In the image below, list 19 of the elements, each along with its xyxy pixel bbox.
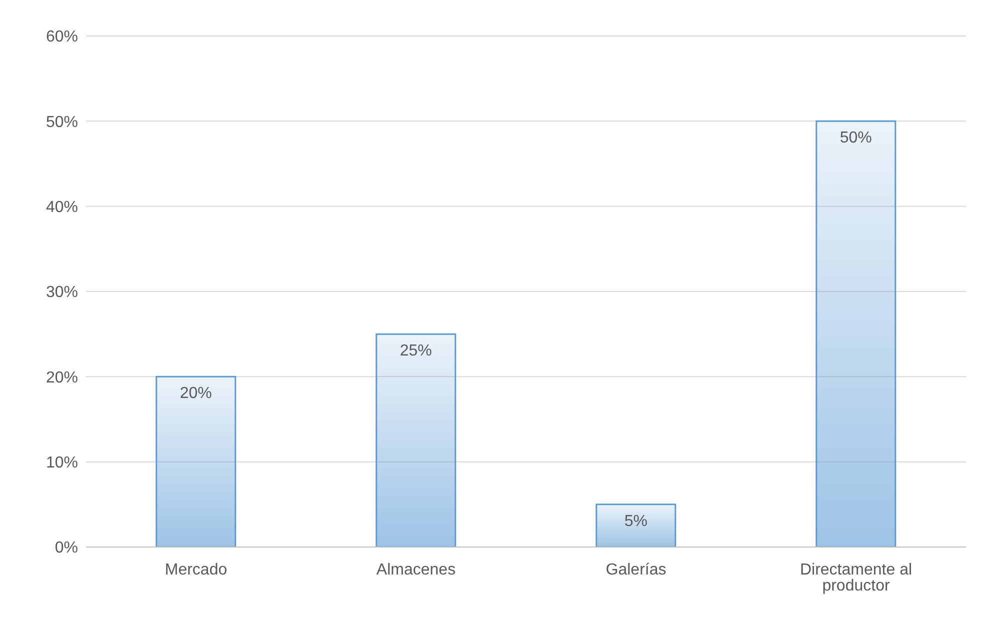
y-tick-label: 40% (46, 199, 78, 216)
y-tick-label: 10% (46, 454, 78, 472)
bar (156, 376, 236, 547)
bar (816, 120, 896, 547)
data-label: 25% (400, 342, 432, 360)
y-tick-label: 30% (46, 284, 78, 302)
y-tick-label: 50% (46, 114, 78, 131)
data-label: 50% (840, 130, 872, 147)
x-tick-label: Mercado (164, 561, 228, 578)
y-tick-label: 60% (46, 28, 78, 46)
x-tick-label: Galerías (606, 561, 666, 578)
data-label: 5% (624, 512, 648, 530)
y-tick-label: 20% (46, 369, 78, 386)
x-tick-label: Almacenes (376, 561, 456, 578)
bar (596, 504, 676, 547)
bar (376, 333, 456, 547)
y-tick-label: 0% (54, 540, 78, 557)
data-label: 20% (180, 385, 212, 402)
x-tick-label: Directamente al productor (800, 561, 912, 594)
